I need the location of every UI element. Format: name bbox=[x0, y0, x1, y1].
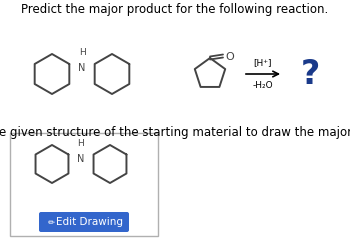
Text: -H₂O: -H₂O bbox=[253, 81, 273, 90]
Text: ?: ? bbox=[300, 58, 320, 91]
FancyBboxPatch shape bbox=[10, 133, 158, 236]
Text: Edit Drawing: Edit Drawing bbox=[56, 217, 122, 227]
Text: O: O bbox=[225, 52, 234, 62]
Text: H: H bbox=[78, 138, 84, 147]
Text: Predict the major product for the following reaction.: Predict the major product for the follow… bbox=[21, 3, 329, 16]
Text: ✏: ✏ bbox=[48, 217, 55, 227]
Text: N: N bbox=[77, 153, 85, 163]
Text: Modify the given structure of the starting material to draw the major product.: Modify the given structure of the starti… bbox=[0, 126, 350, 139]
Text: H: H bbox=[79, 48, 85, 57]
Text: [H⁺]: [H⁺] bbox=[254, 58, 272, 67]
Text: N: N bbox=[78, 63, 86, 73]
FancyBboxPatch shape bbox=[39, 212, 129, 232]
